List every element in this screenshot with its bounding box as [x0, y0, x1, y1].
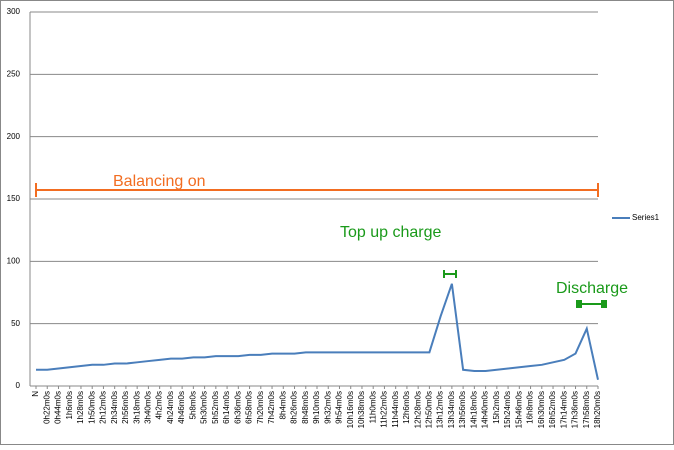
x-tick-label: 16h30m0s	[537, 391, 546, 428]
x-tick-label: 12h50m0s	[425, 391, 434, 428]
x-tick-label: 14h18m0s	[469, 391, 478, 428]
x-tick-label: 17h14m0s	[559, 391, 568, 428]
x-tick-label: 12h28m0s	[413, 391, 422, 428]
x-tick-label: 0h44m0s	[54, 391, 63, 424]
x-tick-label: 10h16m0s	[346, 391, 355, 428]
x-tick-label: 2h34m0s	[110, 391, 119, 424]
y-tick-label: 250	[7, 69, 21, 78]
x-tick-label: 15h2m0s	[492, 391, 501, 424]
annotation: Discharge	[556, 280, 628, 297]
x-tick-label: 4h24m0s	[166, 391, 175, 424]
x-tick-label: 12h6m0s	[402, 391, 411, 424]
discharge-cap	[576, 300, 582, 308]
x-tick-label: 17h58m0s	[582, 391, 591, 428]
x-tick-label: 5h8m0s	[188, 391, 197, 419]
y-tick-label: 100	[7, 256, 21, 265]
x-tick-label: 4h46m0s	[177, 391, 186, 424]
x-tick-label: 17h36m0s	[571, 391, 580, 428]
grid	[30, 11, 598, 387]
x-tick-label: 11h22m0s	[380, 391, 389, 428]
x-tick-label: 9h54m0s	[335, 391, 344, 424]
x-tick-label: 3h40m0s	[144, 391, 153, 424]
discharge-marker	[576, 300, 607, 308]
x-tick-label: 13h12m0s	[436, 391, 445, 428]
y-tick-label: 0	[16, 381, 21, 390]
x-tick-label: 6h36m0s	[233, 391, 242, 424]
x-tick-label: 9h10m0s	[312, 391, 321, 424]
x-tick-label: 2h12m0s	[99, 391, 108, 424]
y-tick-label: 300	[7, 7, 21, 16]
x-tick-label: 18h20m0s	[593, 391, 602, 428]
top-up-marker	[443, 270, 457, 278]
x-tick-label: 11h0m0s	[368, 391, 377, 423]
x-tick-label: 16h52m0s	[548, 391, 557, 428]
y-tick-label: 50	[11, 319, 20, 328]
data-line	[36, 283, 599, 380]
x-tick-label: 7h42m0s	[267, 391, 276, 424]
x-tick-label: 13h56m0s	[458, 391, 467, 428]
x-tick-label: 6h58m0s	[245, 391, 254, 424]
x-tick-label: 9h32m0s	[323, 391, 332, 424]
x-tick-label: 6h14m0s	[222, 391, 231, 424]
annotation: Balancing on	[113, 173, 206, 190]
x-tick-label: 14h40m0s	[481, 391, 490, 428]
x-tick-label: 10h38m0s	[357, 391, 366, 428]
legend-label: Series1	[632, 213, 660, 222]
x-tick-label: 1h28m0s	[76, 391, 85, 424]
balancing-marker	[35, 183, 599, 197]
x-tick-label: 8h48m0s	[301, 391, 310, 424]
legend: Series1	[612, 213, 660, 222]
x-tick-label: 13h34m0s	[447, 391, 456, 428]
x-tick-label: 11h44m0s	[391, 391, 400, 428]
x-tick-label: 0h22m0s	[42, 391, 51, 424]
x-tick-label: 2h56m0s	[121, 391, 130, 424]
x-tick-label: 8h26m0s	[290, 391, 299, 424]
x-tick-label: 7h20m0s	[256, 391, 265, 424]
x-tick-label: 15h46m0s	[514, 391, 523, 428]
x-tick-label: N	[31, 391, 40, 397]
y-tick-label: 150	[7, 194, 21, 203]
discharge-cap	[601, 300, 607, 308]
x-tick-label: 1h6m0s	[65, 391, 74, 419]
annotation: Top up charge	[340, 224, 442, 241]
x-tick-label: 3h18m0s	[132, 391, 141, 424]
x-tick-label: 8h4m0s	[278, 391, 287, 419]
x-tick-label: 4h2m0s	[155, 391, 164, 419]
x-tick-label: 5h30m0s	[200, 391, 209, 424]
x-tick-label: 1h50m0s	[87, 391, 96, 424]
y-tick-label: 200	[7, 132, 21, 141]
x-tick-label: 15h24m0s	[503, 391, 512, 428]
x-tick-label: 5h52m0s	[211, 391, 220, 424]
x-tick-label: 16h8m0s	[526, 391, 535, 424]
